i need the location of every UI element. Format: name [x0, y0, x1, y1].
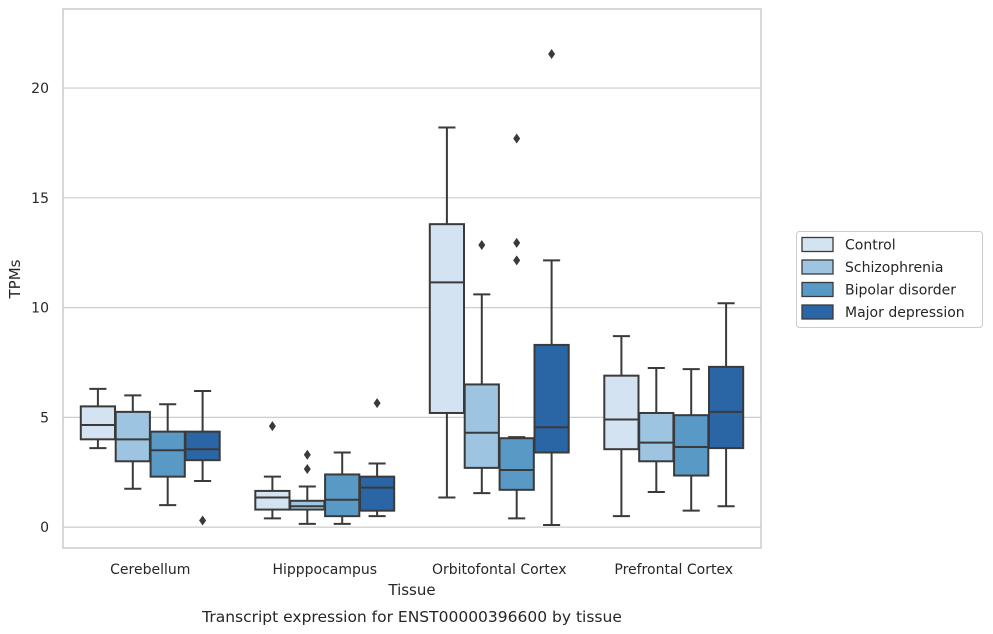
legend-frame	[796, 231, 983, 328]
outlier-point	[303, 449, 311, 460]
box	[533, 343, 570, 454]
outlier-point	[513, 255, 521, 266]
y-tick-label: 0	[40, 520, 49, 536]
box	[324, 473, 361, 518]
series-bipolar-disorder	[149, 133, 710, 525]
legend: Control Schizophrenia Bipolar disorder Majo…	[796, 231, 983, 328]
box	[358, 475, 396, 512]
legend-label: Control	[845, 238, 896, 254]
box	[463, 383, 500, 469]
box	[184, 430, 221, 462]
legend-swatch	[801, 304, 834, 320]
x-axis-label: Tissue	[387, 581, 435, 599]
series-major-depression	[184, 49, 745, 526]
outlier-point	[513, 237, 521, 248]
x-tick-labels: Cerebellum Hipppocampus Orbitofontal Corte…	[110, 562, 733, 578]
legend-swatch	[801, 236, 834, 253]
y-tick-labels: 0 5 10 15 20	[31, 81, 49, 536]
legend-swatch	[801, 259, 834, 275]
outlier-point	[513, 133, 521, 144]
plot-series	[79, 49, 745, 526]
box	[673, 414, 710, 477]
chart-caption: Transcript expression for ENST0000039660…	[201, 608, 622, 626]
outlier-point	[548, 49, 556, 60]
series-schizophrenia	[114, 240, 675, 525]
box	[498, 437, 535, 491]
box	[603, 374, 640, 451]
box	[254, 489, 291, 511]
y-axis-label: TPMs	[6, 259, 24, 299]
x-tick-label: Orbitofontal Cortex	[432, 562, 567, 578]
box	[289, 499, 326, 511]
box	[707, 365, 745, 450]
box	[79, 405, 117, 441]
plot-frame	[62, 8, 762, 549]
y-tick-label: 5	[40, 410, 49, 426]
box	[428, 223, 466, 414]
box	[114, 410, 151, 463]
outlier-point	[303, 463, 311, 474]
legend-swatch	[801, 281, 834, 298]
legend-label: Major depression	[845, 305, 965, 321]
legend-label: Bipolar disorder	[845, 283, 956, 299]
y-tick-label: 15	[31, 191, 49, 207]
legend-label: Schizophrenia	[845, 260, 943, 276]
y-tick-label: 20	[31, 81, 49, 97]
x-tick-label: Prefrontal Cortex	[614, 562, 733, 578]
x-tick-label: Hipppocampus	[272, 562, 377, 578]
outlier-point	[199, 515, 207, 526]
y-tick-label: 10	[31, 301, 49, 317]
box	[638, 411, 675, 463]
outlier-point	[268, 421, 276, 432]
outlier-point	[478, 240, 486, 251]
x-tick-label: Cerebellum	[110, 562, 190, 578]
box	[149, 430, 186, 478]
outlier-point	[373, 398, 381, 409]
